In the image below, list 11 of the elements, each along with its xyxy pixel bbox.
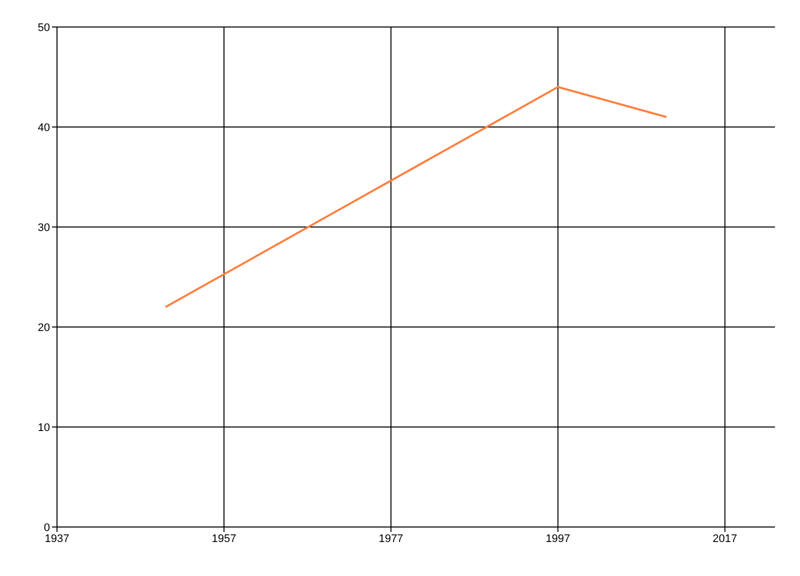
y-tick-label: 0 — [44, 522, 50, 534]
y-tick-label: 40 — [38, 122, 50, 134]
y-tick-label: 50 — [38, 22, 50, 34]
x-tick-label: 2017 — [712, 532, 738, 545]
y-tick-label: 10 — [38, 422, 50, 434]
x-tick-label: 1997 — [546, 532, 570, 545]
y-tick-label: 20 — [38, 322, 50, 334]
x-tick-label: 1957 — [212, 532, 236, 545]
y-tick-label: 30 — [38, 222, 50, 234]
x-tick-label: 1937 — [44, 532, 70, 545]
x-tick-label: 1977 — [378, 532, 404, 545]
